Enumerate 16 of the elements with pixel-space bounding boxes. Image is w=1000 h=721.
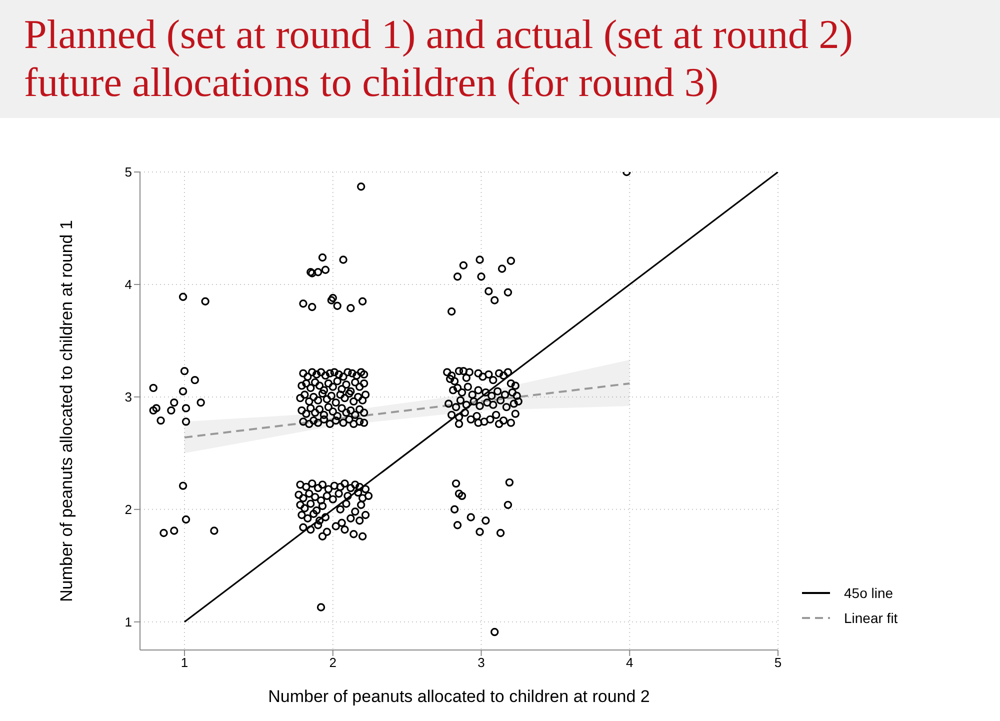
line-series [184,382,631,438]
y-axis-title: Number of peanuts allocated to children at round 1 [57,220,76,602]
x-axis-title: Number of peanuts allocated to children at round 2 [268,687,650,706]
x-tick-label: 2 [329,655,336,670]
x-tick-label: 3 [478,655,485,670]
x-tick-label: 4 [626,655,634,670]
chart-title: Planned (set at round 1) and actual (set at round 2) future allocations to children (for round 3) [24,10,854,106]
y-tick-label: 5 [124,164,132,180]
x-tick-label: 1 [180,655,188,670]
y-tick-label: 1 [124,614,132,630]
y-tick-label: 4 [124,277,132,292]
y-tick-label: 2 [124,502,132,518]
legend-label: Linear fit [844,610,898,626]
y-tick-label: 3 [124,390,132,405]
legend-label: 45o line [844,584,894,600]
x-tick-label: 5 [774,655,782,670]
